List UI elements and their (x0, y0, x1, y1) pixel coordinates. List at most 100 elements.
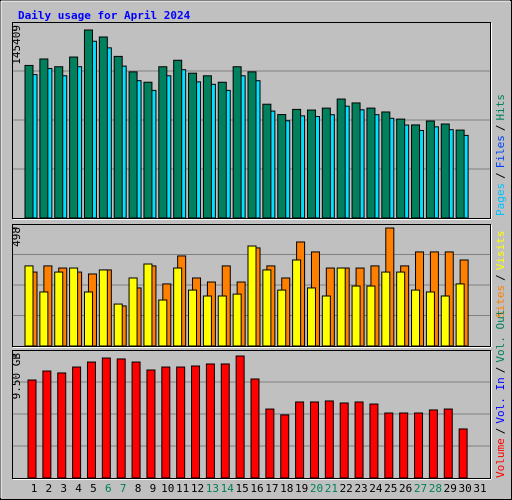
bar (176, 366, 186, 479)
bar (188, 72, 198, 219)
x-tick-label: 2 (46, 482, 53, 495)
legend-separator: / (494, 125, 507, 132)
x-tick-label: 15 (236, 482, 249, 495)
bar (113, 55, 123, 219)
x-tick-label: 4 (75, 482, 82, 495)
legend: Sites / Visits (494, 231, 507, 319)
bar (39, 58, 49, 219)
x-tick-label: 16 (250, 482, 263, 495)
bar (54, 66, 64, 219)
bar (339, 402, 349, 479)
bar (351, 285, 361, 347)
bar (188, 289, 198, 347)
bar (381, 271, 391, 347)
bar (42, 370, 52, 479)
x-tick-label: 21 (325, 482, 338, 495)
y-tick-label: 145409 (10, 25, 23, 65)
bar (232, 293, 242, 347)
bar (202, 295, 212, 347)
bar (69, 267, 79, 347)
bar (366, 107, 376, 219)
legend-entry: Volume (494, 438, 507, 478)
bar (306, 287, 316, 347)
legend-entry: Pages (494, 183, 507, 216)
bar (113, 303, 123, 347)
bar (191, 365, 201, 479)
bar (384, 412, 394, 479)
bar (116, 358, 126, 479)
bar (235, 355, 245, 479)
bar (354, 401, 364, 479)
bar (443, 408, 453, 479)
bar (86, 361, 96, 479)
bar (205, 363, 215, 479)
x-tick-label: 14 (221, 482, 235, 495)
bar (321, 107, 331, 219)
bar (232, 66, 242, 219)
bar (131, 361, 141, 479)
legend-separator: / (494, 274, 507, 281)
bar (265, 408, 275, 479)
chart-title: Daily usage for April 2024 (18, 9, 191, 22)
legend-separator: / (494, 367, 507, 374)
legend: Pages / Files / Hits (494, 94, 507, 216)
bar (247, 245, 257, 347)
x-tick-label: 8 (135, 482, 142, 495)
bar (411, 289, 421, 347)
bar (39, 291, 49, 347)
bar (455, 129, 465, 219)
bar (425, 120, 435, 219)
x-tick-label: 28 (429, 482, 442, 495)
bar (262, 103, 272, 219)
x-tick-label: 11 (176, 482, 189, 495)
bar (247, 71, 257, 219)
bar (369, 403, 379, 479)
x-tick-label: 5 (90, 482, 97, 495)
x-tick-label: 19 (295, 482, 308, 495)
x-tick-label: 24 (369, 482, 383, 495)
bar (101, 357, 111, 479)
bar (173, 59, 183, 219)
bar (98, 269, 108, 347)
legend-entry: Visits (494, 231, 507, 271)
x-tick-label: 27 (414, 482, 427, 495)
bar (173, 267, 183, 347)
bar (277, 289, 287, 347)
legend-entry: Vol. Out (494, 310, 507, 363)
x-tick-label: 12 (191, 482, 204, 495)
bar (396, 271, 406, 347)
legend-entry: Vol. In (494, 377, 507, 423)
bar (295, 401, 305, 479)
bar (83, 291, 93, 347)
bar (128, 277, 138, 347)
bar (455, 283, 465, 347)
x-tick-label: 1 (31, 482, 38, 495)
bar (69, 56, 79, 219)
bar (54, 271, 64, 347)
bar (428, 409, 438, 479)
bar (336, 98, 346, 219)
bar (128, 71, 138, 219)
bar (425, 291, 435, 347)
x-tick-label: 26 (399, 482, 412, 495)
x-tick-label: 20 (310, 482, 323, 495)
x-tick-label: 31 (473, 482, 486, 495)
bar (161, 366, 171, 479)
bar (324, 400, 334, 479)
bar (98, 36, 108, 219)
x-tick-label: 3 (60, 482, 67, 495)
bar (217, 81, 227, 219)
x-tick-label: 29 (444, 482, 457, 495)
y-tick-label: 498 (10, 227, 23, 247)
bar (220, 363, 230, 479)
x-tick-label: 17 (265, 482, 278, 495)
x-tick-label: 23 (354, 482, 367, 495)
bar (83, 29, 93, 219)
x-tick-label: 6 (105, 482, 112, 495)
bar (27, 379, 37, 479)
x-tick-label: 18 (280, 482, 293, 495)
bar (414, 412, 424, 479)
bar (292, 108, 302, 219)
x-tick-label: 30 (459, 482, 472, 495)
